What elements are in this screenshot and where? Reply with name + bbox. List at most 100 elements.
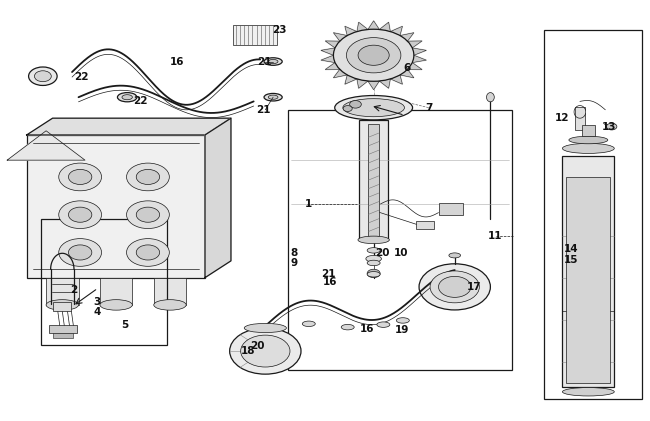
Circle shape	[29, 67, 57, 85]
Bar	[53, 302, 72, 311]
Text: 10: 10	[394, 248, 408, 258]
Polygon shape	[400, 33, 414, 41]
Ellipse shape	[341, 325, 354, 330]
Text: 23: 23	[272, 25, 287, 35]
Ellipse shape	[562, 144, 614, 153]
Circle shape	[68, 245, 92, 260]
Circle shape	[229, 328, 301, 374]
Circle shape	[367, 269, 380, 277]
Circle shape	[58, 163, 101, 191]
Text: 8: 8	[291, 248, 298, 258]
Circle shape	[606, 123, 617, 130]
Circle shape	[58, 201, 101, 229]
Ellipse shape	[569, 136, 608, 144]
Ellipse shape	[562, 388, 614, 396]
Polygon shape	[391, 75, 402, 84]
Ellipse shape	[244, 323, 287, 333]
Text: 21: 21	[257, 56, 271, 67]
Ellipse shape	[122, 95, 133, 100]
Circle shape	[343, 106, 352, 112]
Polygon shape	[368, 81, 380, 90]
Ellipse shape	[396, 318, 410, 323]
Ellipse shape	[46, 300, 79, 310]
Polygon shape	[345, 26, 357, 36]
Ellipse shape	[264, 93, 282, 101]
Text: 9: 9	[291, 258, 298, 268]
Ellipse shape	[343, 99, 404, 117]
Polygon shape	[205, 118, 231, 277]
Bar	[41, 219, 168, 345]
Ellipse shape	[268, 59, 278, 64]
Text: 16: 16	[360, 324, 374, 334]
Ellipse shape	[268, 95, 278, 99]
Circle shape	[240, 335, 290, 367]
Ellipse shape	[358, 236, 389, 244]
Text: 5: 5	[122, 320, 129, 330]
Circle shape	[136, 169, 160, 184]
Text: 18: 18	[241, 346, 255, 356]
Circle shape	[430, 271, 479, 303]
Circle shape	[127, 201, 170, 229]
Ellipse shape	[302, 321, 315, 327]
Bar	[46, 277, 79, 305]
Text: 7: 7	[425, 103, 432, 113]
Polygon shape	[408, 63, 422, 69]
Bar	[233, 24, 277, 45]
Bar	[439, 203, 463, 215]
Bar	[416, 221, 434, 229]
Circle shape	[68, 207, 92, 222]
Polygon shape	[357, 22, 368, 32]
Text: 21: 21	[321, 269, 335, 279]
Circle shape	[34, 71, 51, 82]
Text: 17: 17	[467, 282, 482, 292]
Circle shape	[419, 264, 490, 310]
Bar	[154, 277, 186, 305]
Text: 11: 11	[488, 231, 502, 241]
Circle shape	[136, 207, 160, 222]
Circle shape	[58, 239, 101, 266]
Bar	[582, 125, 595, 136]
Polygon shape	[380, 22, 391, 32]
Circle shape	[350, 101, 361, 108]
Ellipse shape	[100, 300, 133, 310]
Text: 20: 20	[375, 248, 389, 258]
Ellipse shape	[367, 260, 380, 266]
Bar	[359, 120, 388, 240]
Bar	[369, 125, 379, 236]
Text: 15: 15	[564, 255, 579, 264]
Ellipse shape	[486, 93, 494, 102]
Polygon shape	[7, 131, 85, 160]
Circle shape	[127, 163, 170, 191]
Text: 4: 4	[93, 307, 100, 317]
Polygon shape	[345, 75, 357, 84]
Ellipse shape	[449, 253, 461, 258]
Text: 16: 16	[323, 277, 337, 287]
Ellipse shape	[154, 300, 186, 310]
Ellipse shape	[118, 93, 137, 102]
Bar	[100, 277, 133, 305]
Polygon shape	[325, 41, 340, 48]
Polygon shape	[400, 69, 414, 78]
Polygon shape	[325, 63, 340, 69]
Polygon shape	[27, 118, 231, 135]
Ellipse shape	[367, 248, 380, 253]
Circle shape	[127, 239, 170, 266]
Text: 22: 22	[133, 96, 148, 106]
Polygon shape	[357, 79, 368, 88]
Text: 19: 19	[395, 325, 409, 335]
Ellipse shape	[377, 322, 390, 328]
Text: 20: 20	[250, 341, 264, 351]
Ellipse shape	[264, 58, 282, 65]
Text: 21: 21	[256, 105, 270, 115]
Circle shape	[136, 245, 160, 260]
Ellipse shape	[335, 96, 413, 120]
Bar	[566, 177, 610, 383]
Text: 22: 22	[75, 72, 89, 82]
Text: 2: 2	[70, 285, 77, 295]
Text: 3: 3	[93, 296, 100, 306]
Circle shape	[358, 45, 389, 65]
Polygon shape	[408, 41, 422, 48]
Polygon shape	[412, 48, 426, 55]
Text: 14: 14	[564, 244, 579, 254]
Ellipse shape	[367, 272, 380, 277]
